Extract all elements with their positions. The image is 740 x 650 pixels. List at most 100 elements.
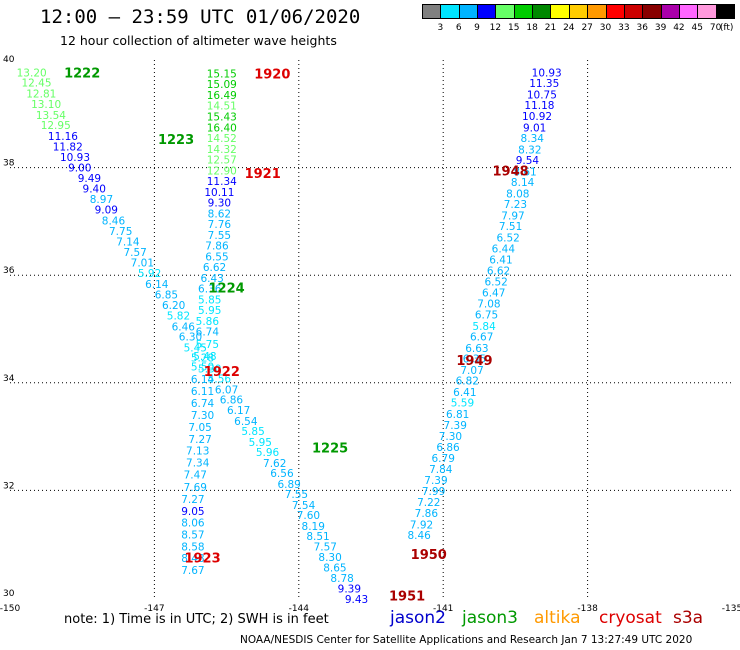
swh-value-label: 5.85 [198,294,221,306]
swh-value-label: 9.40 [83,184,106,196]
swh-value-label: 6.81 [446,409,469,421]
swh-value-label: 6.41 [453,387,476,399]
color-scale-swatch [587,4,607,19]
swh-value-label: 7.08 [477,299,500,311]
swh-value-label: 7.99 [422,486,445,498]
swh-value-label: 14.52 [207,133,237,145]
footer-note: note: 1) Time is in UTC; 2) SWH is in fe… [64,612,329,627]
y-tick-label: 34 [3,374,15,384]
color-scale-label: 36 [636,23,648,33]
swh-value-label: 8.08 [506,188,529,200]
color-scale-label: 30 [599,23,612,33]
swh-value-label: 11.82 [53,142,83,154]
swh-value-label: 7.27 [188,434,211,446]
swh-value-label: 6.07 [215,384,238,396]
swh-value-label: 7.62 [263,458,286,470]
swh-value-label: 6.86 [436,442,460,454]
swh-value-label: 12.57 [207,155,237,167]
swh-value-label: 10.92 [522,111,552,123]
swh-value-label: 9.54 [516,155,540,167]
swh-value-label: 5.28 [191,353,214,365]
page-title: 12:00 – 23:59 UTC 01/06/2020 [40,6,361,28]
swh-value-label: 11.16 [48,131,78,143]
swh-value-label: 14.51 [207,101,237,113]
swh-value-label: 15.09 [207,79,237,91]
swh-value-label: 7.76 [208,219,232,231]
time-label: 1922 [204,365,240,380]
legend-item-altika: altika [534,608,581,628]
swh-value-label: 6.62 [203,262,226,274]
time-label: 1923 [184,552,220,567]
swh-value-label: 10.93 [532,67,562,79]
swh-value-label: 9.30 [208,198,231,210]
swh-value-label: 12.95 [41,120,71,132]
swh-value-label: 9.01 [523,122,546,134]
swh-value-label: 7.75 [109,226,132,238]
color-scale-swatch [550,4,570,19]
color-scale-swatch [440,4,460,19]
swh-value-label: 8.51 [306,531,329,543]
swh-value-label: 6.54 [234,416,258,428]
y-tick-label: 36 [3,266,15,276]
color-scale-swatch [642,4,662,19]
swh-value-label: 8.46 [407,530,431,542]
color-scale-swatch [678,4,699,19]
swh-value-label: 14.32 [207,144,237,156]
swh-value-label: 7.30 [439,431,462,443]
swh-value-label: 6.14 [191,374,215,386]
swh-value-label: 8.14 [511,177,535,189]
color-scale-swatch [660,4,680,19]
swh-value-label: 7.86 [205,241,229,253]
y-tick-label: 30 [3,589,15,599]
x-tick-label: -150 [0,604,20,614]
swh-value-label: 6.56 [270,468,294,480]
swh-value-label: 7.39 [444,420,467,432]
swh-value-label: 5.85 [241,426,264,438]
color-scale-swatch [477,4,497,19]
swh-value-label: 8.78 [330,573,353,585]
swh-value-label: 9.00 [68,163,91,175]
color-scale-swatch [458,4,479,19]
y-tick-label: 38 [3,159,15,169]
swh-value-label: 7.27 [181,494,204,506]
swh-value-label: 7.84 [429,464,453,476]
color-scale-label: 24 [563,23,575,33]
swh-value-label: 6.20 [162,300,185,312]
swh-value-label: 7.23 [504,199,527,211]
color-scale-label: 39 [654,23,667,33]
color-scale-label: 9 [474,23,480,33]
time-label: 1225 [312,441,348,456]
swh-value-label: 8.32 [518,144,541,156]
color-scale-swatch [623,4,644,19]
time-label: 1224 [209,282,245,297]
swh-value-label: 6.41 [489,255,512,267]
swh-value-label: 5.92 [138,268,161,280]
swh-value-label: 13.54 [36,110,66,122]
y-tick-label: 40 [3,55,15,65]
swh-value-label: 6.11 [191,386,214,398]
swh-value-label: 5.48 [193,351,216,363]
swh-value-label: 6.44 [492,243,516,255]
swh-value-label: 11.18 [524,100,554,112]
swh-value-label: 10.93 [60,152,90,164]
swh-value-label: 16.49 [207,90,237,102]
color-scale-label: 12 [489,23,502,33]
color-scale-legend: 3 6 9 12 15 18 21 24 27 30 33 36 39 42 45 70 (ft) [422,4,735,36]
color-scale-swatch [495,4,515,19]
time-label: 1949 [456,354,492,369]
color-scale-swatch [568,4,589,19]
swh-value-label: 9.49 [78,173,101,185]
swh-value-label: 6.74 [196,327,220,339]
swh-value-label: 5.82 [167,311,190,323]
color-scale-label: 42 [673,23,685,33]
swh-value-label: 6.36 [198,284,222,296]
swh-value-label: 8.46 [102,215,126,227]
swh-value-label: 5.95 [249,437,272,449]
swh-value-label: 7.55 [285,489,308,501]
swh-value-label: 9.43 [345,594,368,606]
color-scale-swatch [513,4,534,19]
swh-value-label: 7.22 [417,497,440,509]
swh-value-label: 7.51 [499,221,522,233]
color-scale-label: 21 [544,23,557,33]
